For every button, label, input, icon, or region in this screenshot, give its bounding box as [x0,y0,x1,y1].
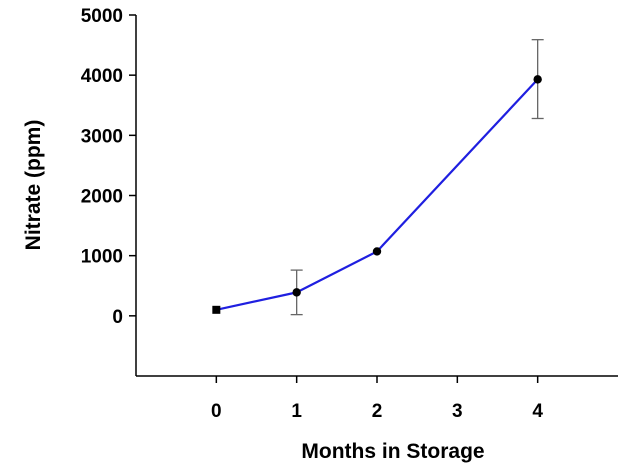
error-bars [290,39,544,316]
y-tick-label: 4000 [81,66,123,87]
x-tick-label: 3 [452,401,463,422]
x-tick-label: 2 [372,401,383,422]
series-lines [216,78,539,311]
series-line [216,78,539,311]
x-tick-label: 1 [291,401,302,422]
y-tick-label: 5000 [81,6,123,27]
x-tick-label: 0 [211,401,222,422]
x-tick-label: 4 [532,401,543,422]
data-markers [212,75,542,314]
x-axis-title: Months in Storage [301,440,484,463]
data-point [372,247,382,256]
data-point-square [212,305,221,314]
axes [135,15,618,377]
y-axis-ticks: 0 1000 2000 3000 4000 5000 [81,6,136,328]
y-tick-label: 0 [112,307,123,328]
y-axis-title: Nitrate (ppm) [22,120,45,251]
y-tick-label: 1000 [81,247,123,268]
y-tick-label: 2000 [81,187,123,208]
data-point [533,75,542,84]
x-axis-ticks: 0 1 2 3 4 [211,376,543,422]
data-point [292,288,301,297]
y-tick-label: 3000 [81,126,123,147]
